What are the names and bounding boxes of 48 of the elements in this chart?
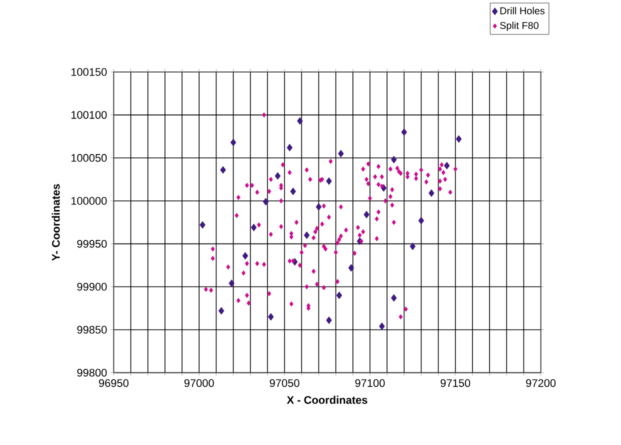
point xyxy=(286,144,293,152)
point xyxy=(338,150,344,158)
point xyxy=(410,242,416,250)
point xyxy=(418,216,424,224)
y-tick-label: 100050 xyxy=(71,154,107,162)
y-tick-label: 100150 xyxy=(71,68,107,76)
point xyxy=(242,252,248,260)
legend-label: Split F80 xyxy=(500,22,538,31)
y-axis-title: Y- Coordinates xyxy=(52,184,60,261)
point xyxy=(262,198,269,206)
point xyxy=(220,166,226,174)
point xyxy=(326,177,332,185)
point xyxy=(348,264,354,272)
point xyxy=(401,128,408,136)
point xyxy=(274,172,281,180)
x-tick-label: 97200 xyxy=(526,379,556,387)
x-tick-label: 97000 xyxy=(184,379,214,387)
y-tick-label: 100000 xyxy=(71,196,107,205)
point xyxy=(250,224,257,232)
x-tick-label: 96950 xyxy=(98,379,128,387)
point xyxy=(379,322,385,330)
point xyxy=(316,203,322,211)
point xyxy=(297,117,303,125)
point xyxy=(428,189,434,197)
point xyxy=(200,221,206,229)
point xyxy=(230,138,236,146)
point xyxy=(364,210,370,218)
y-tick-label: 99900 xyxy=(77,282,107,291)
point xyxy=(390,156,397,164)
point xyxy=(326,316,332,324)
x-tick-label: 97150 xyxy=(440,379,470,387)
point xyxy=(218,307,224,315)
x-axis-title: X - Coordinates xyxy=(286,396,368,404)
x-tick-label: 97050 xyxy=(270,379,300,387)
y-tick-label: 99850 xyxy=(77,326,107,334)
point xyxy=(336,292,342,300)
point xyxy=(290,188,296,196)
y-tick-label: 99950 xyxy=(77,240,107,248)
point xyxy=(456,135,462,143)
legend-label: Drill Holes xyxy=(500,7,545,14)
y-tick-label: 99800 xyxy=(77,368,107,377)
point xyxy=(390,294,397,302)
point xyxy=(444,162,450,170)
y-tick-label: 100100 xyxy=(71,111,107,119)
point xyxy=(268,313,274,321)
point xyxy=(304,231,310,240)
point xyxy=(228,280,234,288)
x-tick-label: 97100 xyxy=(355,379,385,387)
